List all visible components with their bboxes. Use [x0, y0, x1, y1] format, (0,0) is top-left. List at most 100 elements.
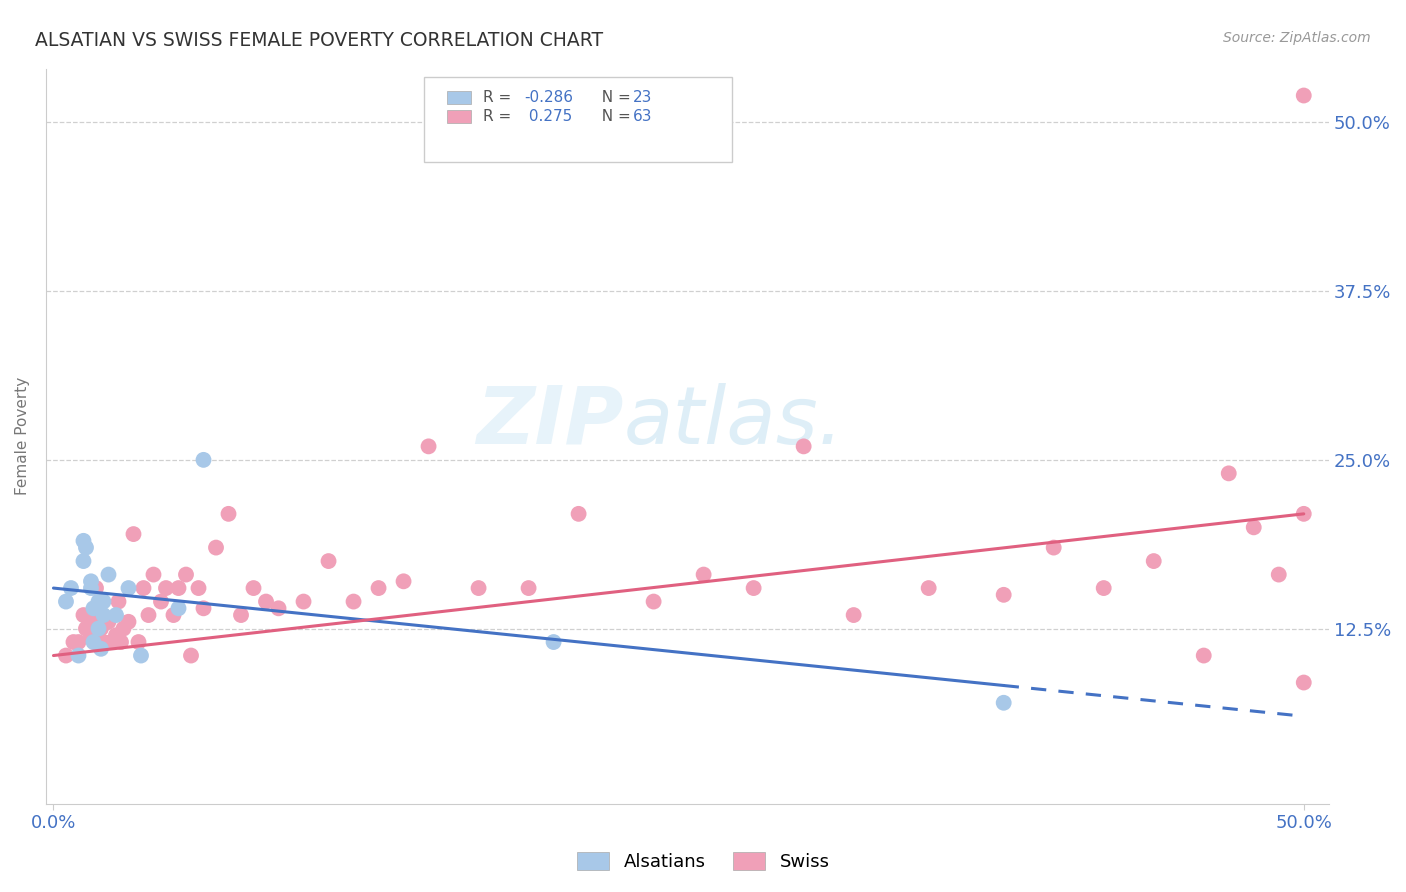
Point [193, 453, 215, 467]
Point [87, 622, 110, 636]
Point [167, 601, 190, 615]
Point [993, 588, 1015, 602]
Point [187, 581, 209, 595]
Point [110, 635, 132, 649]
Point [742, 581, 765, 595]
Point [1292, 675, 1315, 690]
Point [90, 622, 112, 636]
Point [93, 608, 115, 623]
Legend: Alsatians, Swiss: Alsatians, Swiss [569, 845, 837, 879]
Point [918, 581, 941, 595]
Point [55, 648, 77, 663]
Point [242, 581, 264, 595]
Point [193, 601, 215, 615]
Point [1143, 554, 1166, 568]
Point [104, 628, 127, 642]
Point [643, 594, 665, 608]
Text: 0.275: 0.275 [524, 109, 572, 124]
Point [993, 696, 1015, 710]
Point [218, 507, 240, 521]
Point [392, 574, 415, 589]
Point [67, 635, 90, 649]
Text: ZIP: ZIP [475, 383, 623, 460]
Point [59, 581, 82, 595]
Point [87, 594, 110, 608]
Point [229, 608, 252, 623]
Point [162, 608, 184, 623]
Point [82, 635, 104, 649]
Text: Source: ZipAtlas.com: Source: ZipAtlas.com [1223, 31, 1371, 45]
Point [80, 581, 103, 595]
Point [75, 541, 97, 555]
Point [568, 507, 591, 521]
Point [138, 608, 160, 623]
Point [93, 635, 115, 649]
Point [128, 635, 150, 649]
Point [142, 567, 165, 582]
Point [84, 581, 107, 595]
Point [97, 615, 120, 629]
Point [112, 622, 135, 636]
Point [62, 635, 84, 649]
Point [1267, 567, 1289, 582]
Point [342, 594, 364, 608]
Point [100, 635, 122, 649]
Point [1243, 520, 1265, 534]
FancyBboxPatch shape [425, 78, 733, 162]
Point [174, 567, 197, 582]
Point [1042, 541, 1064, 555]
Text: ALSATIAN VS SWISS FEMALE POVERTY CORRELATION CHART: ALSATIAN VS SWISS FEMALE POVERTY CORRELA… [35, 31, 603, 50]
Point [1218, 467, 1240, 481]
Text: N =: N = [592, 90, 636, 104]
Point [543, 635, 565, 649]
Point [1292, 88, 1315, 103]
Point [418, 439, 440, 453]
Point [467, 581, 489, 595]
Point [72, 554, 94, 568]
Text: 23: 23 [633, 90, 652, 104]
Point [1292, 507, 1315, 521]
Point [90, 641, 112, 656]
Point [793, 439, 815, 453]
Point [517, 581, 540, 595]
Point [254, 594, 277, 608]
Point [80, 574, 103, 589]
FancyBboxPatch shape [447, 110, 471, 123]
Point [93, 594, 115, 608]
Point [82, 615, 104, 629]
Point [150, 594, 173, 608]
Point [117, 581, 139, 595]
Point [97, 567, 120, 582]
Point [292, 594, 315, 608]
Point [67, 648, 90, 663]
Text: 63: 63 [633, 109, 652, 124]
Point [72, 608, 94, 623]
Point [132, 581, 155, 595]
Point [205, 541, 228, 555]
Text: -0.286: -0.286 [524, 90, 572, 104]
Text: atlas.: atlas. [623, 383, 844, 460]
Text: R =: R = [482, 90, 516, 104]
FancyBboxPatch shape [447, 91, 471, 103]
Point [117, 615, 139, 629]
Point [842, 608, 865, 623]
Point [122, 527, 145, 541]
Point [72, 533, 94, 548]
Point [367, 581, 389, 595]
Point [129, 648, 152, 663]
Text: R =: R = [482, 109, 516, 124]
Point [80, 628, 103, 642]
Text: N =: N = [592, 109, 636, 124]
Point [75, 622, 97, 636]
Point [692, 567, 714, 582]
Point [82, 601, 104, 615]
Point [318, 554, 340, 568]
Point [180, 648, 202, 663]
Point [107, 594, 129, 608]
Point [1192, 648, 1215, 663]
Y-axis label: Female Poverty: Female Poverty [15, 377, 30, 495]
Point [104, 608, 127, 623]
Point [87, 635, 110, 649]
Point [155, 581, 177, 595]
Point [1092, 581, 1115, 595]
